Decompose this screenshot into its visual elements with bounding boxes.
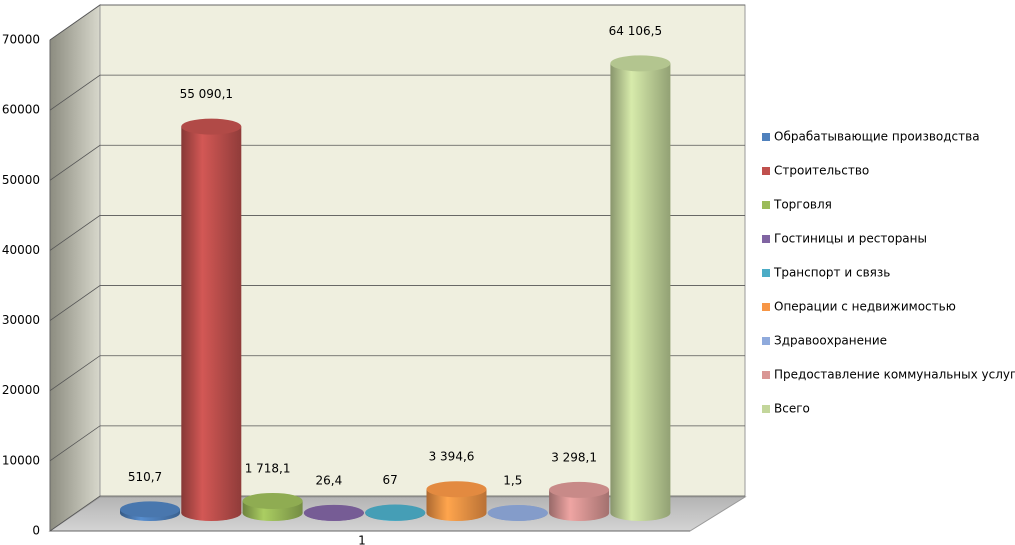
grid-line bbox=[49, 4, 745, 41]
legend-swatch bbox=[762, 235, 770, 243]
bar bbox=[487, 504, 548, 521]
bar bbox=[426, 481, 487, 521]
grid-line bbox=[49, 495, 745, 532]
value-label: 1 718,1 bbox=[245, 461, 291, 475]
bar-top bbox=[303, 504, 364, 521]
y-tick-label: 20000 bbox=[2, 383, 40, 397]
bar-top bbox=[120, 501, 180, 518]
bar-top bbox=[549, 481, 610, 498]
grid-line bbox=[49, 215, 745, 251]
y-tick-label: 70000 bbox=[2, 33, 40, 47]
legend-swatch bbox=[762, 337, 770, 345]
grid-line bbox=[49, 355, 745, 392]
y-tick-label: 0 bbox=[32, 524, 40, 538]
grid-line bbox=[49, 425, 745, 462]
bars: 510,7 55 090,1 1 718,1 26,4 67 3 394,6 1,5 3 29… bbox=[120, 24, 671, 521]
grid: 0 10000 20000 30000 40000 50000 60000 70000 bbox=[2, 4, 745, 538]
y-tick-label: 60000 bbox=[2, 103, 40, 117]
bar-top bbox=[487, 504, 548, 521]
bar bbox=[549, 481, 610, 521]
bar bbox=[181, 118, 242, 521]
bar bbox=[303, 504, 364, 521]
legend-label: Транспорт и связь bbox=[773, 266, 890, 280]
y-tick-label: 40000 bbox=[2, 243, 40, 257]
legend-label: Всего bbox=[774, 402, 810, 416]
y-tick-label: 50000 bbox=[2, 173, 40, 187]
bar-top bbox=[426, 481, 487, 498]
bar-body bbox=[610, 63, 671, 514]
legend: Обрабатывающие производства Строительство… bbox=[762, 130, 1015, 416]
legend-swatch bbox=[762, 167, 770, 175]
bar-top bbox=[181, 118, 242, 135]
bar-top bbox=[365, 504, 426, 521]
legend-swatch bbox=[762, 405, 770, 413]
legend-swatch bbox=[762, 133, 770, 141]
bar bbox=[120, 501, 180, 521]
grid-line bbox=[49, 74, 745, 111]
bar bbox=[242, 492, 303, 521]
side-wall bbox=[49, 4, 101, 532]
legend-label: Здравоохранение bbox=[774, 334, 887, 348]
value-label: 510,7 bbox=[128, 470, 162, 484]
value-label: 64 106,5 bbox=[609, 24, 662, 38]
legend-label: Предоставление коммунальных услуг bbox=[774, 368, 1015, 382]
legend-swatch bbox=[762, 269, 770, 277]
value-label: 1,5 bbox=[503, 473, 522, 487]
y-tick-label: 30000 bbox=[2, 313, 40, 327]
y-tick-label: 10000 bbox=[2, 453, 40, 467]
bar-top bbox=[610, 55, 671, 72]
grid-line bbox=[49, 144, 745, 181]
bar bbox=[610, 55, 671, 521]
legend-label: Гостиницы и рестораны bbox=[774, 232, 927, 246]
legend-label: Операции с недвижимостью bbox=[774, 300, 956, 314]
value-label: 3 298,1 bbox=[551, 450, 597, 464]
bar-body bbox=[181, 126, 242, 513]
value-label: 67 bbox=[383, 473, 398, 487]
legend-label: Строительство bbox=[774, 164, 869, 178]
legend-swatch bbox=[762, 201, 770, 209]
bar-top bbox=[242, 492, 303, 509]
legend-swatch bbox=[762, 371, 770, 379]
bar bbox=[365, 504, 426, 521]
x-tick-label: 1 bbox=[358, 534, 366, 545]
legend-label: Торговля bbox=[773, 198, 832, 212]
legend-swatch bbox=[762, 303, 770, 311]
value-label: 55 090,1 bbox=[180, 87, 233, 101]
grid-line bbox=[49, 285, 745, 321]
value-label: 26,4 bbox=[316, 473, 343, 487]
value-label: 3 394,6 bbox=[429, 450, 475, 464]
legend-label: Обрабатывающие производства bbox=[774, 130, 980, 144]
